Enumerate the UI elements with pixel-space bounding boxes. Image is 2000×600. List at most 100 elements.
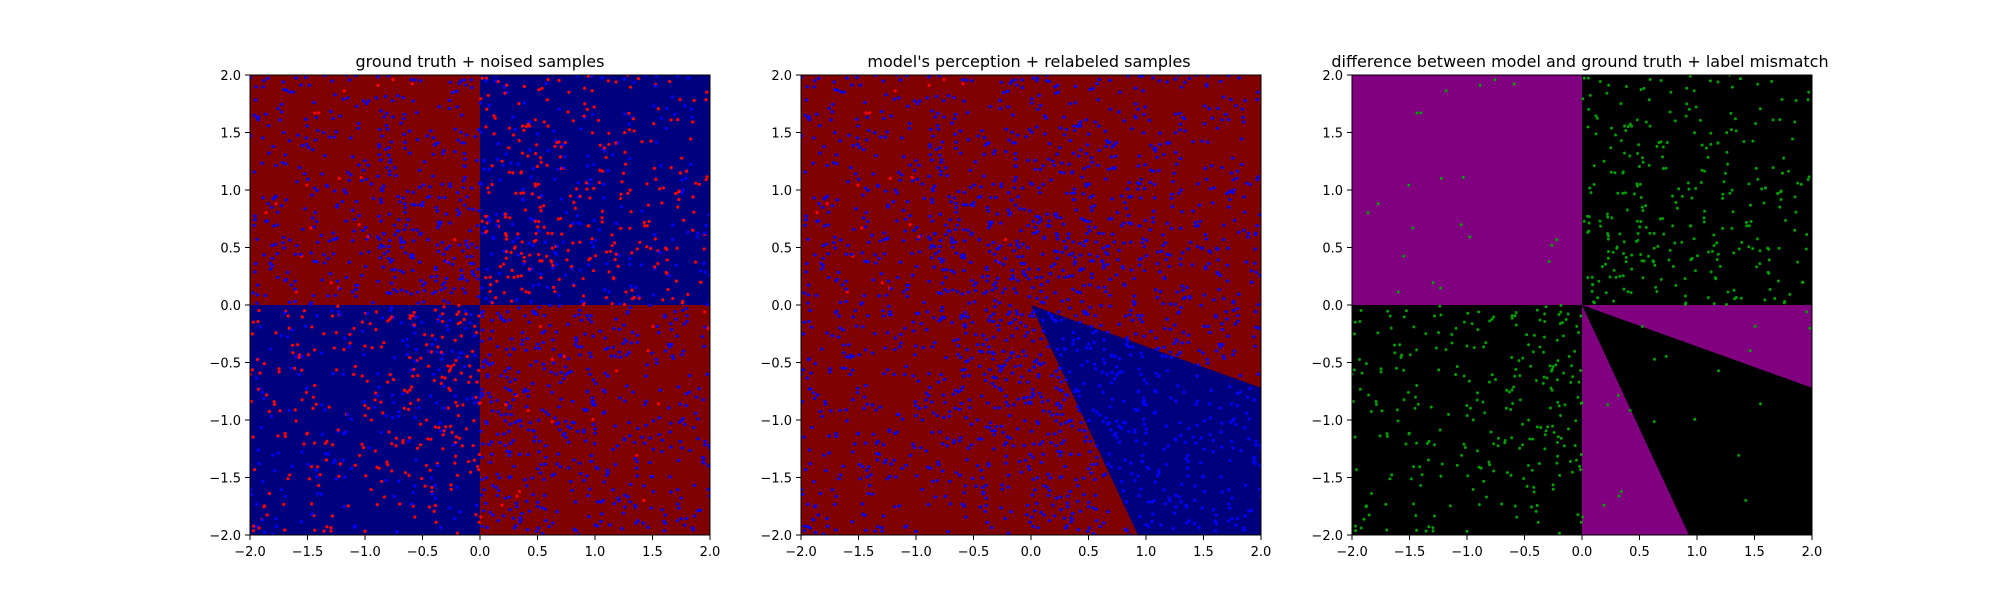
sample-point bbox=[1010, 79, 1014, 83]
sample-point bbox=[395, 290, 399, 294]
sample-point bbox=[1018, 207, 1022, 211]
sample-point bbox=[391, 415, 395, 420]
sample-point bbox=[831, 161, 836, 165]
sample-point bbox=[539, 209, 543, 213]
y-tick-label: 0.0 bbox=[1322, 299, 1343, 314]
sample-point bbox=[306, 353, 310, 357]
mismatch-point bbox=[1353, 320, 1357, 324]
sample-point bbox=[983, 509, 987, 513]
mismatch-point bbox=[1444, 348, 1448, 352]
sample-point bbox=[1255, 177, 1259, 182]
sample-point bbox=[491, 513, 495, 517]
sample-point bbox=[336, 304, 340, 308]
mismatch-point bbox=[1424, 529, 1428, 533]
sample-point bbox=[1183, 440, 1188, 444]
mismatch-point bbox=[1355, 468, 1359, 472]
sample-point bbox=[1035, 501, 1039, 506]
sample-point bbox=[603, 371, 607, 375]
mismatch-point bbox=[1427, 525, 1431, 529]
sample-point bbox=[390, 305, 394, 309]
sample-point bbox=[413, 359, 417, 364]
mismatch-point bbox=[1644, 204, 1648, 208]
sample-point bbox=[1016, 397, 1020, 401]
sample-point bbox=[519, 274, 523, 278]
sample-point bbox=[440, 240, 444, 244]
mismatch-point bbox=[1728, 191, 1732, 195]
sample-point bbox=[348, 332, 352, 337]
sample-point bbox=[551, 521, 555, 525]
sample-point bbox=[979, 468, 983, 472]
sample-point bbox=[844, 299, 848, 303]
sample-point bbox=[911, 320, 915, 324]
sample-point bbox=[442, 252, 446, 256]
sample-point bbox=[1093, 225, 1097, 229]
sample-point bbox=[990, 288, 994, 292]
sample-point bbox=[338, 462, 342, 466]
sample-point bbox=[320, 172, 324, 176]
sample-point bbox=[311, 216, 315, 220]
sample-point bbox=[957, 439, 962, 443]
sample-point bbox=[991, 240, 995, 244]
sample-point bbox=[667, 273, 671, 278]
sample-point bbox=[985, 141, 990, 146]
sample-point bbox=[936, 127, 941, 131]
sample-point bbox=[1177, 191, 1181, 195]
mismatch-point bbox=[1509, 473, 1513, 477]
sample-point bbox=[257, 461, 261, 466]
sample-point bbox=[1142, 422, 1146, 427]
sample-point bbox=[463, 291, 467, 295]
sample-point bbox=[850, 252, 854, 257]
mismatch-point bbox=[1548, 406, 1552, 410]
sample-point bbox=[1240, 162, 1244, 167]
sample-point bbox=[261, 480, 265, 484]
sample-point bbox=[261, 136, 265, 140]
mismatch-point bbox=[1532, 333, 1536, 337]
sample-point bbox=[579, 127, 583, 131]
sample-point bbox=[487, 167, 492, 172]
sample-point bbox=[702, 231, 707, 235]
sample-point bbox=[1084, 219, 1088, 223]
sample-point bbox=[523, 478, 527, 482]
sample-point bbox=[806, 524, 810, 529]
sample-point bbox=[283, 153, 288, 157]
sample-point bbox=[1117, 248, 1121, 252]
sample-point bbox=[635, 466, 639, 470]
sample-point bbox=[317, 483, 321, 488]
mismatch-point bbox=[1707, 250, 1711, 254]
sample-point bbox=[1096, 163, 1100, 167]
sample-point bbox=[1110, 166, 1114, 171]
mismatch-point bbox=[1479, 466, 1483, 470]
sample-point bbox=[605, 468, 610, 472]
sample-point bbox=[503, 443, 507, 448]
sample-point bbox=[415, 290, 420, 294]
sample-point bbox=[1238, 373, 1243, 378]
sample-point bbox=[1088, 219, 1092, 224]
sample-point bbox=[822, 224, 827, 228]
mismatch-point bbox=[1652, 232, 1656, 236]
sample-point bbox=[647, 219, 651, 224]
sample-point bbox=[387, 153, 391, 157]
sample-point bbox=[1011, 273, 1015, 277]
sample-point bbox=[479, 97, 483, 101]
sample-point bbox=[467, 380, 471, 384]
sample-point bbox=[676, 75, 680, 78]
sample-point bbox=[855, 386, 860, 390]
mismatch-point bbox=[1431, 526, 1435, 530]
sample-point bbox=[951, 245, 955, 249]
sample-point bbox=[918, 250, 922, 254]
sample-point bbox=[1173, 323, 1177, 327]
sample-point bbox=[504, 347, 509, 351]
sample-point bbox=[1152, 411, 1157, 415]
sample-point bbox=[1035, 76, 1039, 80]
sample-point bbox=[298, 166, 302, 170]
sample-point bbox=[865, 402, 869, 406]
sample-point bbox=[834, 494, 838, 498]
mismatch-point bbox=[1639, 196, 1643, 200]
sample-point bbox=[982, 152, 986, 157]
sample-point bbox=[865, 138, 869, 142]
sample-point bbox=[531, 492, 535, 497]
mismatch-point bbox=[1569, 380, 1573, 384]
sample-point bbox=[855, 390, 859, 395]
sample-point bbox=[613, 462, 618, 467]
sample-point bbox=[685, 314, 689, 318]
